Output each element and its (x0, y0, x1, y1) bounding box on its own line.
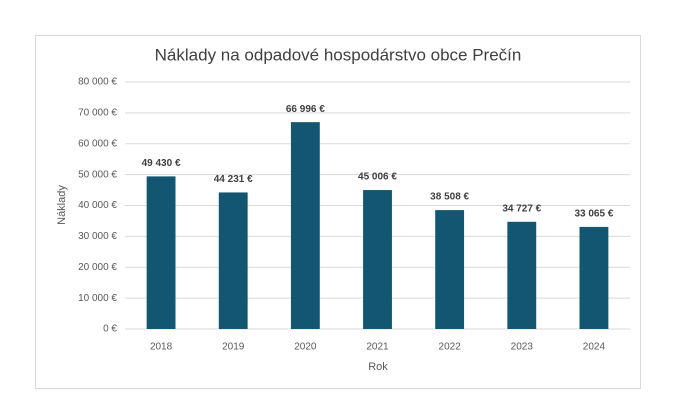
x-tick-label: 2020 (294, 342, 317, 353)
bar (579, 226, 609, 329)
x-tick-label: 2021 (366, 342, 389, 353)
x-tick-label: 2023 (511, 342, 534, 353)
x-tick-label: 2022 (439, 342, 462, 353)
bar (363, 190, 392, 329)
bar (218, 192, 248, 329)
y-tick-label: 40 000 € (78, 200, 117, 211)
bar (435, 210, 465, 329)
value-label: 34 727 € (502, 203, 541, 214)
value-label: 66 996 € (286, 104, 325, 115)
y-tick-label: 60 000 € (78, 138, 117, 149)
value-label: 44 231 € (214, 174, 253, 185)
value-label: 38 508 € (430, 192, 469, 203)
x-tick-label: 2018 (150, 342, 173, 353)
y-axis-title: Náklady (56, 185, 68, 225)
value-label: 49 430 € (142, 158, 181, 169)
y-tick-label: 0 € (103, 324, 117, 335)
x-tick-label: 2019 (222, 342, 245, 353)
bar (146, 176, 176, 329)
y-tick-label: 80 000 € (78, 77, 117, 88)
value-label: 33 065 € (574, 209, 613, 220)
y-tick-label: 20 000 € (78, 262, 117, 273)
y-tick-label: 10 000 € (78, 293, 117, 304)
y-tick-label: 30 000 € (78, 231, 117, 242)
x-tick-label: 2024 (583, 342, 606, 353)
y-tick-label: 50 000 € (78, 169, 117, 180)
x-axis-title: Rok (368, 361, 388, 373)
value-label: 45 006 € (358, 172, 397, 183)
bar (290, 122, 320, 330)
chart-title: Náklady na odpadové hospodárstvo obce Pr… (155, 45, 522, 64)
y-tick-label: 70 000 € (78, 108, 117, 119)
bar (507, 221, 537, 329)
chart-frame (35, 35, 641, 389)
